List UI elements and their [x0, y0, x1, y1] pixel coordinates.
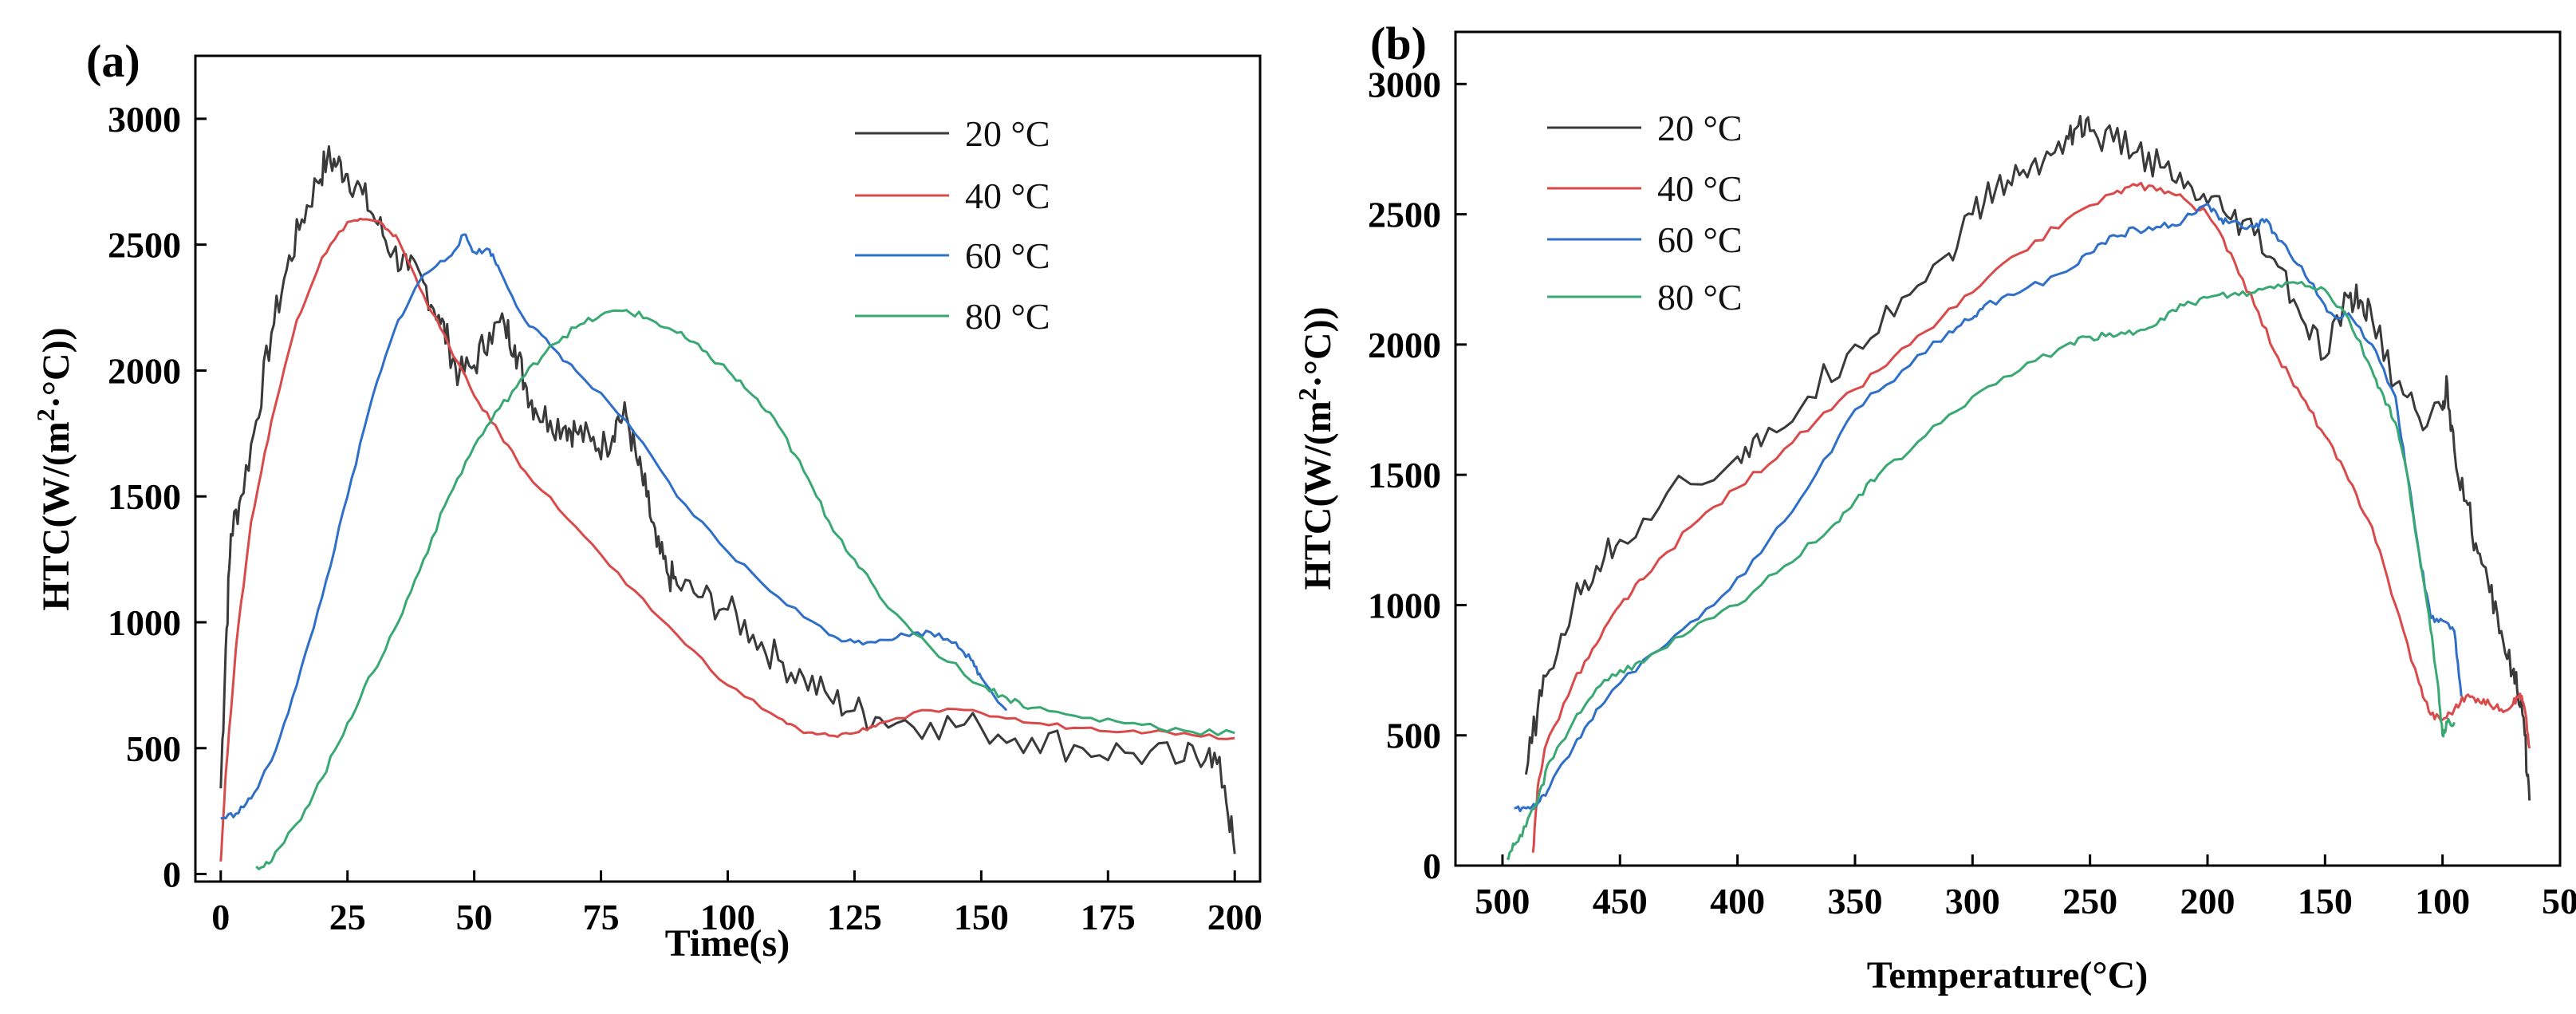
x-tick-label: 450: [1593, 881, 1648, 921]
panel-b-label: (b): [1370, 18, 1427, 69]
y-tick-label: 2500: [108, 225, 181, 266]
series-line-40c: [1531, 181, 2531, 853]
x-tick-label: 400: [1710, 881, 1765, 921]
series-line-60c: [1514, 203, 2463, 813]
x-tick-label: 150: [954, 897, 1009, 937]
panel-a-label: (a): [86, 35, 140, 87]
y-tick-label: 1000: [1368, 585, 1441, 625]
x-tick-label: 0: [211, 897, 230, 937]
panel-b-y-ticks: 0 500 1000 1500 2000 2500 3000: [1368, 64, 1467, 886]
y-tick-label: 0: [1423, 846, 1441, 886]
legend-a-label-60: 60 °C: [965, 235, 1050, 276]
series-line-40c: [219, 217, 1235, 862]
series-line-20c: [1524, 115, 2531, 801]
x-tick-label: 125: [827, 897, 882, 937]
y-tick-label: 3000: [1368, 64, 1441, 105]
y-tick-label: 1000: [108, 602, 181, 643]
x-tick-label: 200: [1207, 897, 1262, 937]
panel-a-series: [219, 145, 1236, 870]
x-tick-label: 50: [456, 897, 493, 937]
panel-b: (b) 0 500 1000 1500 2000 2500 3000 500 450 400 35…: [1293, 18, 2576, 996]
legend-b-label-80: 80 °C: [1657, 277, 1743, 318]
x-tick-label: 175: [1081, 897, 1136, 937]
series-line-80c: [255, 309, 1235, 870]
panel-b-x-ticks: 500 450 400 350 300 250 200 150 100 50: [1475, 854, 2576, 921]
series-line-80c: [1506, 281, 2456, 861]
series-line-60c: [220, 233, 1008, 820]
panel-a-x-ticks: 0 25 50 75 100 125 150 175 200: [211, 870, 1262, 937]
panel-b-x-axis-title: Temperature(°C): [1867, 954, 2148, 996]
x-tick-label: 250: [2062, 881, 2117, 921]
y-tick-label: 1500: [108, 476, 181, 517]
panel-b-series: [1506, 115, 2531, 861]
y-tick-label: 2500: [1368, 195, 1441, 235]
y-tick-label: 500: [1386, 716, 1441, 756]
x-tick-label: 300: [1945, 881, 2000, 921]
panel-b-plot-frame: [1454, 30, 2562, 867]
panel-a-y-axis-title: HTC(W/(m2·°C)): [31, 327, 77, 610]
legend-a-label-80: 80 °C: [965, 296, 1050, 337]
series-line-20c: [219, 145, 1236, 854]
x-tick-label: 100: [2415, 881, 2470, 921]
x-tick-label: 100: [700, 897, 755, 937]
x-tick-label: 500: [1475, 881, 1530, 921]
y-tick-label: 0: [163, 854, 181, 895]
y-tick-label: 1500: [1368, 455, 1441, 495]
y-tick-label: 2000: [108, 350, 181, 391]
x-tick-label: 150: [2298, 881, 2353, 921]
panel-b-y-axis-title: HTC(W/(m2·°C)): [1293, 306, 1339, 590]
x-tick-label: 25: [329, 897, 366, 937]
x-tick-label: 50: [2542, 881, 2576, 921]
panel-a-legend: 20 °C 40 °C 60 °C 80 °C: [855, 113, 1050, 337]
y-tick-label: 500: [126, 728, 181, 769]
legend-a-label-40: 40 °C: [965, 176, 1050, 216]
y-tick-label: 3000: [108, 99, 181, 140]
panel-a-y-ticks: 0 500 1000 1500 2000 2500 3000: [108, 99, 207, 895]
y-tick-label: 2000: [1368, 325, 1441, 365]
legend-b-label-40: 40 °C: [1657, 168, 1743, 209]
legend-a-label-20: 20 °C: [965, 113, 1050, 154]
x-tick-label: 75: [583, 897, 620, 937]
x-tick-label: 200: [2180, 881, 2235, 921]
panel-a-x-axis-title: Time(s): [665, 922, 790, 965]
panel-a: (a) 0 500 1000 1500 2000 2500 3000 0 25 50 75 100 1…: [31, 35, 1262, 965]
panel-b-legend: 20 °C 40 °C 60 °C 80 °C: [1547, 108, 1743, 318]
legend-b-label-20: 20 °C: [1657, 108, 1743, 148]
x-tick-label: 350: [1827, 881, 1882, 921]
legend-b-label-60: 60 °C: [1657, 219, 1743, 260]
